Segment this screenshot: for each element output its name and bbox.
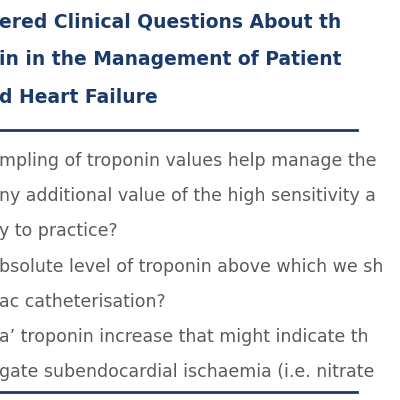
Text: ny additional value of the high sensitivity a: ny additional value of the high sensitiv…: [0, 187, 376, 205]
Text: gate subendocardial ischaemia (i.e. nitrate: gate subendocardial ischaemia (i.e. nitr…: [0, 363, 374, 381]
Text: in in the Management of Patient: in in the Management of Patient: [0, 50, 342, 69]
Text: d Heart Failure: d Heart Failure: [0, 88, 158, 107]
Text: bsolute level of troponin above which we sh: bsolute level of troponin above which we…: [0, 258, 384, 276]
Text: y to practice?: y to practice?: [0, 222, 118, 240]
Text: ered Clinical Questions About th: ered Clinical Questions About th: [0, 12, 342, 31]
Text: ac catheterisation?: ac catheterisation?: [0, 293, 166, 311]
Text: a’ troponin increase that might indicate th: a’ troponin increase that might indicate…: [0, 328, 369, 346]
Text: mpling of troponin values help manage the: mpling of troponin values help manage th…: [0, 152, 377, 170]
